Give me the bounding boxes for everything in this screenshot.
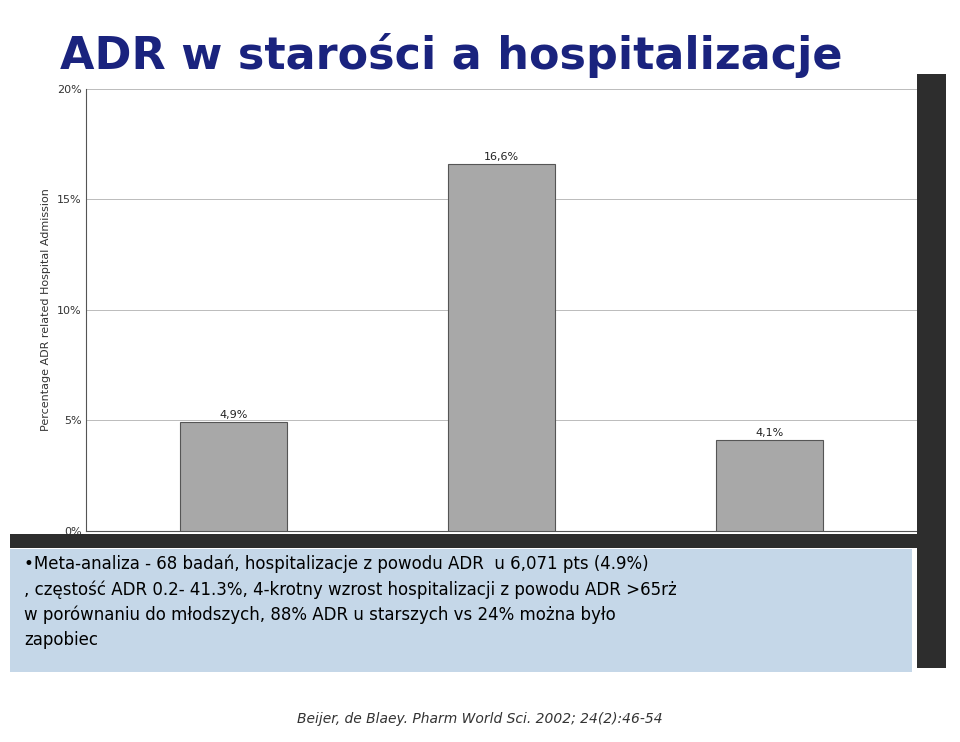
Text: 16,6%: 16,6% bbox=[484, 152, 519, 162]
Text: Beijer, de Blaey. Pharm World Sci. 2002; 24(2):46-54: Beijer, de Blaey. Pharm World Sci. 2002;… bbox=[298, 712, 662, 726]
Bar bbox=[448, 164, 555, 531]
Text: ADR w starości a hospitalizacje: ADR w starości a hospitalizacje bbox=[60, 33, 843, 79]
Text: 4,9%: 4,9% bbox=[220, 410, 248, 420]
Bar bbox=[180, 422, 287, 531]
Y-axis label: Percentage ADR related Hospital Admission: Percentage ADR related Hospital Admissio… bbox=[41, 188, 51, 431]
Text: 4,1%: 4,1% bbox=[756, 428, 783, 438]
Text: •Meta-analiza - 68 badań, hospitalizacje z powodu ADR  u 6,071 pts (4.9%)
, częs: •Meta-analiza - 68 badań, hospitalizacje… bbox=[24, 554, 677, 649]
Bar bbox=[716, 440, 823, 531]
